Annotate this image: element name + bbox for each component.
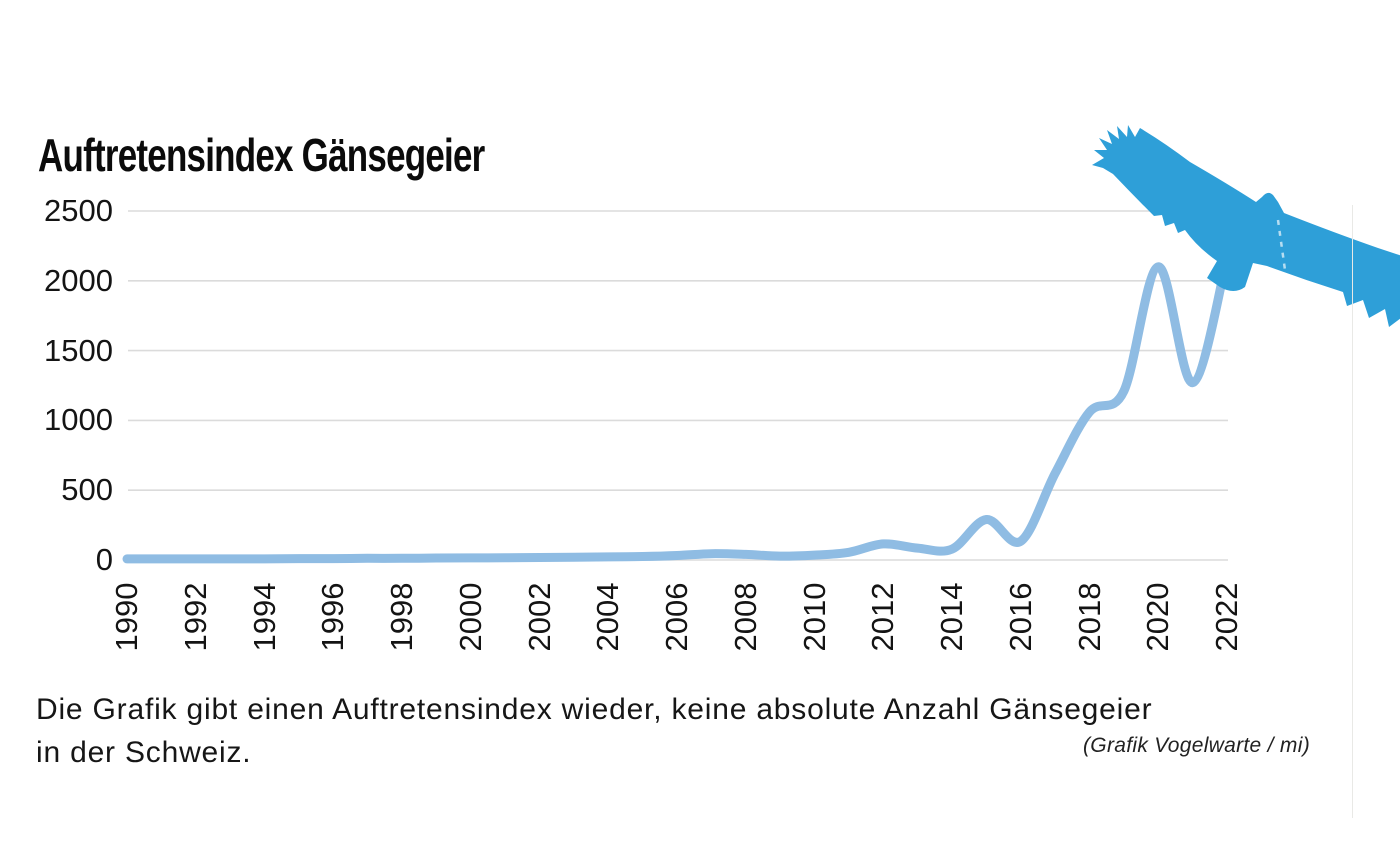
x-axis-tick-label: 2008 <box>727 582 763 652</box>
credit-note: (Grafik Vogelwarte / mi) <box>1083 734 1310 757</box>
x-axis-tick-label: 2018 <box>1071 582 1107 652</box>
x-axis-tick-label: 1998 <box>384 582 419 652</box>
x-axis-tick-label: 2014 <box>934 582 969 652</box>
x-axis-tick-label: 2010 <box>796 582 832 652</box>
y-axis-tick-label: 1000 <box>44 402 113 438</box>
y-axis-tick-label: 2000 <box>44 262 113 298</box>
x-axis-tick-label: 1992 <box>177 582 213 652</box>
y-axis-tick-label: 0 <box>95 542 113 577</box>
x-axis-tick-label: 2012 <box>865 582 901 652</box>
x-axis-tick-label: 1990 <box>109 582 144 652</box>
gridlines <box>128 210 1228 561</box>
y-axis-tick-label: 500 <box>61 472 113 508</box>
y-axis-tick-label: 2500 <box>44 193 113 228</box>
caption: Die Grafik gibt einen Auftretensindex wi… <box>36 688 1152 774</box>
y-axis-tick-label: 1500 <box>44 332 113 368</box>
caption-line-1: Die Grafik gibt einen Auftretensindex wi… <box>36 693 1153 726</box>
x-axis-tick-label: 2004 <box>590 582 626 652</box>
x-axis-tick-label: 2006 <box>659 582 694 652</box>
vulture-silhouette <box>1092 125 1400 327</box>
occurrence-index-line <box>122 254 1232 564</box>
vulture-wing-crease <box>1276 219 1287 271</box>
caption-line-2: in der Schweiz. <box>36 736 252 769</box>
chart-title: Auftretensindex Gänsegeier <box>38 129 485 181</box>
page-divider-line <box>1352 205 1353 818</box>
x-axis-tick-label: 1994 <box>246 582 282 652</box>
x-axis-tick-label: 2016 <box>1002 582 1038 652</box>
vulture-icon <box>1092 125 1400 327</box>
x-axis-tick-label: 2020 <box>1140 582 1176 652</box>
x-axis-tick-label: 2022 <box>1209 582 1244 652</box>
x-axis-tick-label: 2000 <box>452 582 488 652</box>
x-axis-tick-label: 1996 <box>315 582 351 652</box>
x-axis-tick-label: 2002 <box>521 582 557 652</box>
